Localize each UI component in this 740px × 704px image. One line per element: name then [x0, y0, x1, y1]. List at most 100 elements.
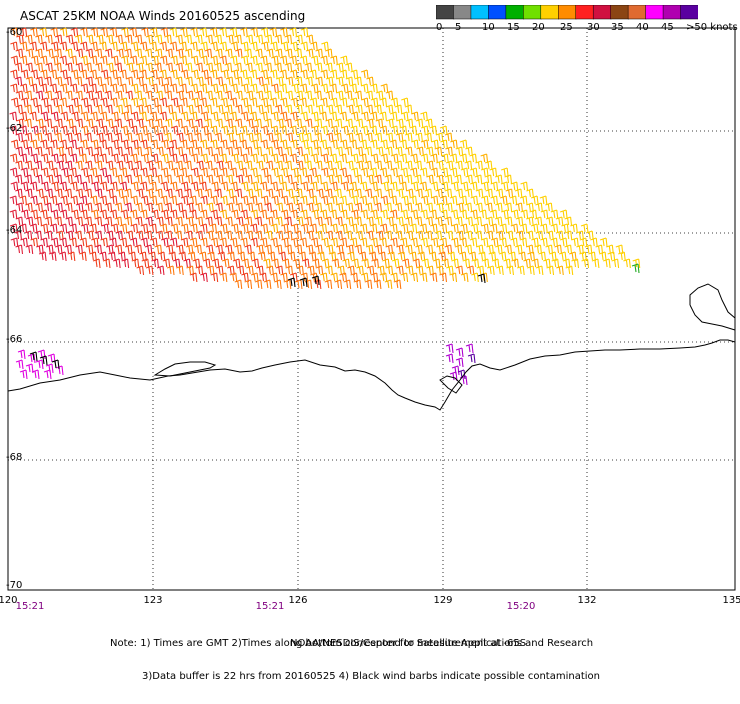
wind-barb: [411, 140, 418, 149]
wind-barb: [248, 252, 255, 261]
credit-line: NOAA/NESDIS/Center for Satellite Applica…: [290, 638, 593, 649]
wind-barb: [603, 259, 610, 268]
wind-barb: [236, 161, 243, 170]
wind-barb: [226, 77, 233, 86]
wind-barb: [10, 112, 17, 121]
wind-barb: [571, 259, 578, 268]
legend-label: 30: [587, 22, 600, 33]
wind-barb: [10, 42, 17, 51]
wind-barb: [176, 133, 183, 142]
wind-barb: [256, 77, 263, 86]
wind-barb: [226, 147, 233, 156]
wind-barb: [535, 203, 542, 212]
pass-time-label: 15:21: [256, 601, 285, 612]
wind-barb: [31, 56, 38, 65]
wind-barb: [456, 266, 463, 275]
wind-barb: [291, 98, 298, 107]
wind-barb: [106, 35, 113, 44]
wind-barb: [65, 175, 72, 184]
wind-barb: [233, 259, 240, 268]
latitude-label: -70: [6, 580, 22, 591]
wind-barb: [91, 182, 98, 191]
wind-barb: [396, 189, 403, 198]
wind-barb: [111, 140, 118, 149]
wind-barb: [199, 252, 206, 261]
legend-swatch: [593, 5, 611, 19]
wind-barb: [51, 210, 58, 219]
legend-label: 40: [636, 22, 649, 33]
wind-barb: [157, 266, 164, 275]
wind-barb: [126, 63, 133, 72]
wind-barb: [176, 203, 183, 212]
wind-barb: [65, 133, 72, 142]
wind-barb: [290, 210, 297, 219]
wind-barb: [261, 224, 268, 233]
legend-swatch: [506, 5, 524, 19]
wind-barb: [293, 259, 300, 268]
wind-barb: [420, 273, 427, 282]
wind-barb: [210, 126, 217, 135]
wind-barb: [367, 266, 374, 275]
wind-barb: [155, 189, 162, 198]
legend-swatch: [611, 5, 629, 19]
legend-swatch: [488, 5, 506, 19]
wind-barb: [122, 259, 129, 268]
wind-barb: [461, 273, 468, 282]
wind-barb: [456, 348, 463, 357]
wind-barb: [284, 280, 291, 289]
legend-swatch: [628, 5, 646, 19]
wind-barb: [31, 126, 38, 135]
wind-barb: [167, 266, 174, 275]
wind-barb: [66, 105, 73, 114]
wind-barb: [455, 245, 462, 254]
wind-barb: [526, 231, 533, 240]
wind-barb: [146, 77, 153, 86]
wind-barb: [421, 154, 428, 163]
wind-barb: [41, 224, 48, 233]
wind-barb: [171, 168, 178, 177]
wind-barb: [235, 280, 242, 289]
wind-barb: [446, 354, 453, 363]
wind-barb: [103, 259, 110, 268]
wind-barb: [274, 280, 281, 289]
wind-barb: [11, 98, 18, 107]
latitude-label: -62: [6, 123, 22, 134]
wind-barb: [286, 77, 293, 86]
wind-barb: [296, 133, 303, 142]
wind-barb: [206, 231, 213, 240]
wind-barb: [301, 112, 308, 121]
longitude-label: 126: [288, 595, 307, 606]
wind-barb: [221, 182, 228, 191]
wind-barb: [68, 252, 75, 261]
wind-barb: [315, 217, 322, 226]
wind-barb: [155, 175, 162, 184]
wind-barb: [346, 203, 353, 212]
wind-barb: [496, 266, 503, 275]
wind-barb: [146, 63, 153, 72]
wind-barb: [91, 98, 98, 107]
wind-barb: [448, 252, 455, 261]
wind-barb: [141, 196, 148, 205]
wind-barb: [398, 252, 405, 261]
coast-east-headland: [690, 284, 735, 318]
wind-barb: [226, 203, 233, 212]
wind-barb: [295, 245, 302, 254]
wind-barb: [330, 140, 337, 149]
wind-barb: [221, 126, 228, 135]
wind-barb: [195, 189, 202, 198]
wind-barb: [156, 231, 163, 240]
wind-barb: [191, 28, 198, 37]
wind-barb: [271, 196, 278, 205]
wind-barb: [481, 224, 488, 233]
wind-barb: [316, 189, 323, 198]
wind-barb: [95, 63, 102, 72]
legend-swatch: [663, 5, 681, 19]
legend-swatch: [558, 5, 576, 19]
latitude-label: -64: [6, 225, 22, 236]
wind-barb: [526, 217, 533, 226]
wind-barb: [623, 259, 630, 268]
wind-barb: [450, 273, 457, 282]
wind-barb: [86, 231, 93, 240]
legend-label: >50 knots: [686, 22, 738, 33]
legend-label: 45: [661, 22, 674, 33]
